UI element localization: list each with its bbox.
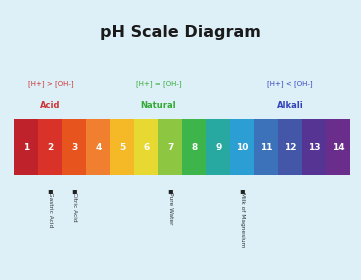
Text: Citric Acid: Citric Acid — [72, 192, 77, 221]
Text: 3: 3 — [71, 143, 78, 151]
Text: 6: 6 — [143, 143, 149, 151]
Bar — [182, 119, 206, 175]
Bar — [278, 119, 302, 175]
Text: Alkali: Alkali — [277, 101, 304, 109]
Text: ▪: ▪ — [71, 186, 77, 195]
Bar — [326, 119, 350, 175]
Text: pH Scale Diagram: pH Scale Diagram — [100, 25, 261, 40]
Text: ▪: ▪ — [239, 186, 245, 195]
Text: Milk of Magnesium: Milk of Magnesium — [240, 192, 245, 247]
Bar — [254, 119, 278, 175]
Text: Pure Water: Pure Water — [168, 192, 173, 224]
Text: ▪: ▪ — [48, 186, 53, 195]
Bar — [110, 119, 134, 175]
Text: [H+] < [OH-]: [H+] < [OH-] — [268, 81, 313, 87]
Text: 7: 7 — [167, 143, 174, 151]
Text: [H+] = [OH-]: [H+] = [OH-] — [135, 81, 181, 87]
Bar — [134, 119, 158, 175]
Bar — [230, 119, 254, 175]
Text: Acid: Acid — [40, 101, 61, 109]
Text: 13: 13 — [308, 143, 321, 151]
Text: 14: 14 — [332, 143, 344, 151]
Text: 11: 11 — [260, 143, 273, 151]
Bar — [206, 119, 230, 175]
Bar — [86, 119, 110, 175]
Text: 10: 10 — [236, 143, 248, 151]
Text: Gastric Acid: Gastric Acid — [48, 192, 53, 227]
Bar — [38, 119, 62, 175]
Text: 12: 12 — [284, 143, 296, 151]
Text: Natural: Natural — [140, 101, 176, 109]
Bar — [302, 119, 326, 175]
Text: 8: 8 — [191, 143, 197, 151]
Text: 9: 9 — [215, 143, 221, 151]
Text: 1: 1 — [23, 143, 30, 151]
Text: 4: 4 — [95, 143, 101, 151]
Bar — [14, 119, 38, 175]
Bar — [62, 119, 86, 175]
Text: [H+] > [OH-]: [H+] > [OH-] — [27, 81, 73, 87]
Text: 2: 2 — [47, 143, 53, 151]
Text: 5: 5 — [119, 143, 126, 151]
Text: ▪: ▪ — [168, 186, 173, 195]
Bar — [158, 119, 182, 175]
